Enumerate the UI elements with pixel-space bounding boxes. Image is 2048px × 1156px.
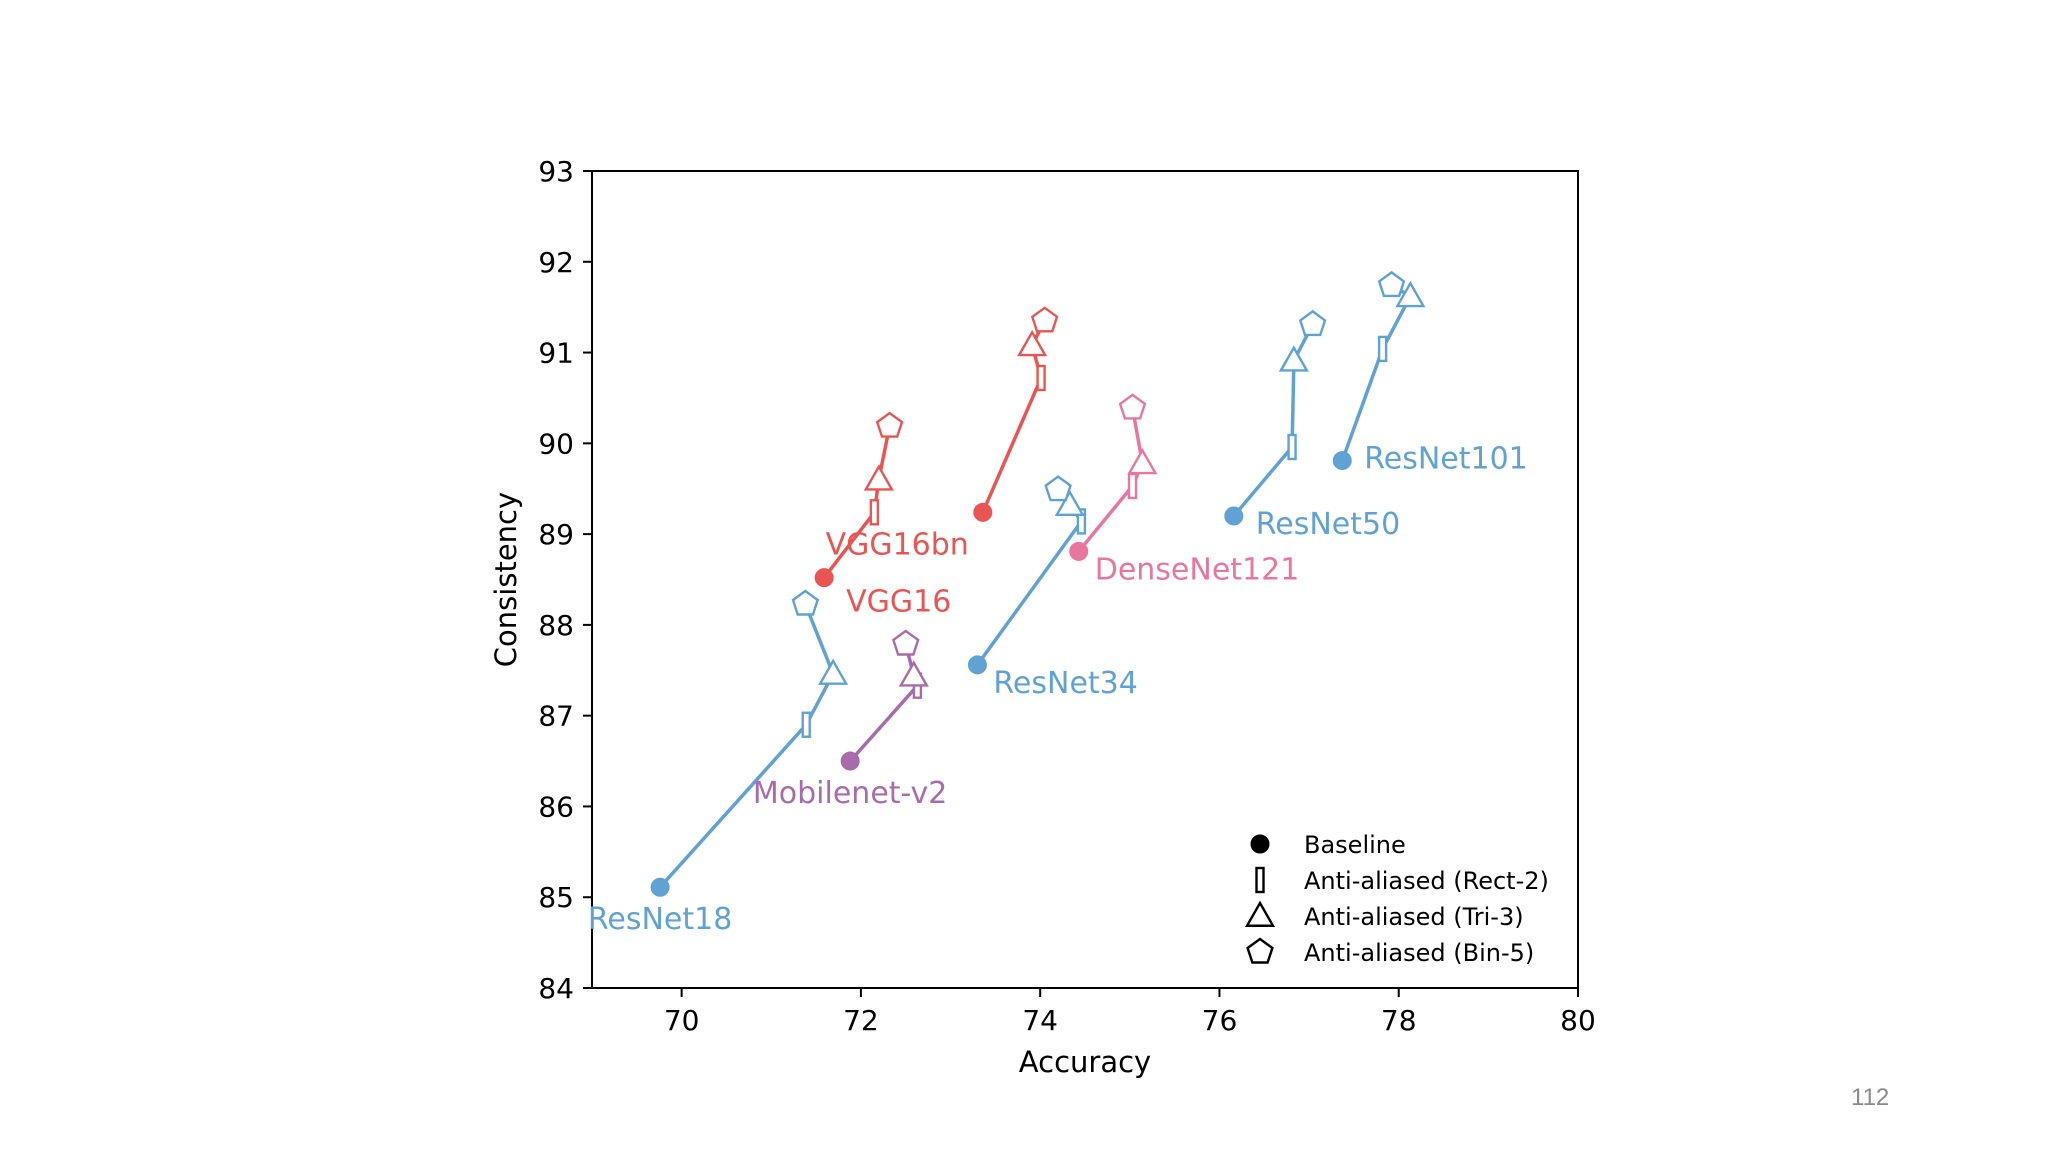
vgg16-bin5-point — [875, 411, 904, 438]
legend-triangle-marker — [1244, 900, 1276, 927]
resnet50-bin5-point — [1298, 309, 1327, 337]
y-tick-label: 90 — [538, 427, 574, 460]
resnet34-bin5-point — [1044, 475, 1072, 502]
resnet101-line — [1340, 283, 1413, 462]
densenet121-bin5-point — [1118, 393, 1147, 420]
legend-entry-pentagon: Anti-aliased (Bin-5) — [1246, 937, 1534, 967]
densenet121-rect2-point — [1127, 472, 1138, 500]
axes: 70 72 74 76 78 80 84 85 86 87 88 89 90 91 92 93 Accuracy… — [489, 155, 1596, 1079]
series-densenet121: DenseNet121 — [1069, 393, 1300, 587]
resnet18-line — [658, 603, 835, 889]
resnet101-label: ResNet101 — [1364, 442, 1528, 477]
legend-label: Anti-aliased (Rect-2) — [1304, 867, 1549, 895]
resnet18-bin5-point — [791, 589, 820, 616]
resnet50-label: ResNet50 — [1256, 507, 1400, 542]
mobilenet-v2-label: Mobilenet-v2 — [753, 776, 948, 811]
resnet18-rect2-point — [801, 711, 811, 738]
x-tick-label: 72 — [843, 1004, 879, 1037]
resnet34-baseline-point — [967, 655, 987, 675]
vgg16-tri3-point — [863, 464, 894, 491]
page-number: 112 — [1851, 1084, 1890, 1111]
vgg16bn-line — [981, 319, 1047, 513]
vgg16bn-rect2-point — [1036, 364, 1046, 392]
series-resnet18: ResNet18 — [588, 589, 849, 937]
y-tick-label: 93 — [538, 155, 574, 188]
y-tick-label: 89 — [538, 518, 574, 551]
x-axis-label: Accuracy — [1019, 1045, 1151, 1079]
mobilenet-v2-baseline-point — [840, 751, 860, 771]
mobilenet-v2-line — [848, 643, 920, 763]
legend: Baseline Anti-aliased (Rect-2) Anti-aliase… — [1244, 831, 1549, 967]
y-tick-label: 86 — [538, 790, 574, 823]
resnet18-baseline-point — [650, 877, 670, 897]
plot-frame — [591, 170, 1579, 989]
legend-pentagon-marker — [1246, 937, 1274, 964]
resnet18-tri3-point — [818, 658, 849, 685]
resnet101-bin5-point — [1377, 270, 1406, 298]
legend-circle-marker — [1250, 834, 1270, 854]
series-vgg16: VGG16 — [814, 411, 951, 620]
densenet121-label: DenseNet121 — [1095, 552, 1300, 587]
resnet101-rect2-point — [1377, 335, 1388, 363]
resnet101-tri3-point — [1395, 280, 1426, 308]
resnet34-tri3-point — [1054, 489, 1085, 517]
series-resnet34: ResNet34 — [967, 475, 1138, 701]
resnet50-tri3-point — [1278, 345, 1309, 372]
series-vgg16bn: VGG16bn — [826, 306, 1059, 562]
legend-label: Anti-aliased (Tri-3) — [1304, 903, 1524, 931]
vgg16-line — [822, 425, 892, 579]
y-tick-label: 88 — [538, 609, 574, 642]
series-mobilenet-v2: Mobilenet-v2 — [753, 629, 948, 811]
legend-entry-triangle: Anti-aliased (Tri-3) — [1244, 900, 1524, 931]
x-tick-label: 78 — [1381, 1004, 1417, 1037]
mobilenet-v2-tri3-point — [898, 660, 929, 687]
y-tick-label: 92 — [538, 246, 574, 279]
y-tick-label: 91 — [538, 337, 574, 370]
y-tick-label: 84 — [538, 972, 574, 1005]
vgg16-baseline-point — [814, 568, 834, 588]
vgg16bn-label: VGG16bn — [826, 527, 969, 562]
resnet50-baseline-point — [1224, 506, 1244, 526]
legend-label: Baseline — [1304, 831, 1406, 859]
densenet121-tri3-point — [1127, 447, 1158, 475]
x-tick-label: 76 — [1202, 1004, 1238, 1037]
resnet18-label: ResNet18 — [588, 902, 732, 937]
y-tick-label: 87 — [538, 700, 574, 733]
mobilenet-v2-bin5-point — [891, 629, 920, 656]
y-tick-label: 85 — [538, 881, 574, 914]
legend-entry-rect: Anti-aliased (Rect-2) — [1255, 866, 1549, 895]
vgg16bn-bin5-point — [1030, 306, 1059, 333]
vgg16bn-tri3-point — [1017, 329, 1048, 357]
resnet50-line — [1232, 323, 1315, 518]
y-axis-label: Consistency — [489, 492, 523, 667]
resnet34-rect2-point — [1076, 508, 1087, 535]
series-layer: ResNet18 ResNet34 ResNet50 ResNet101 VGG16 VG… — [588, 270, 1528, 937]
resnet50-rect2-point — [1287, 433, 1297, 461]
vgg16-label: VGG16 — [846, 585, 951, 620]
resnet34-label: ResNet34 — [993, 666, 1137, 701]
x-tick-label: 70 — [664, 1004, 700, 1037]
x-tick-label: 74 — [1022, 1004, 1058, 1037]
x-tick-label: 80 — [1560, 1004, 1596, 1037]
legend-entry-circle: Baseline — [1250, 831, 1406, 859]
series-resnet50: ResNet50 — [1224, 309, 1400, 542]
vgg16bn-baseline-point — [973, 502, 993, 522]
densenet121-baseline-point — [1069, 541, 1089, 561]
densenet121-line — [1077, 407, 1145, 553]
vgg16-rect2-point — [869, 499, 880, 526]
legend-label: Anti-aliased (Bin-5) — [1304, 939, 1534, 967]
legend-rect-marker — [1255, 866, 1265, 894]
series-resnet101: ResNet101 — [1332, 270, 1528, 477]
resnet101-baseline-point — [1332, 451, 1352, 471]
